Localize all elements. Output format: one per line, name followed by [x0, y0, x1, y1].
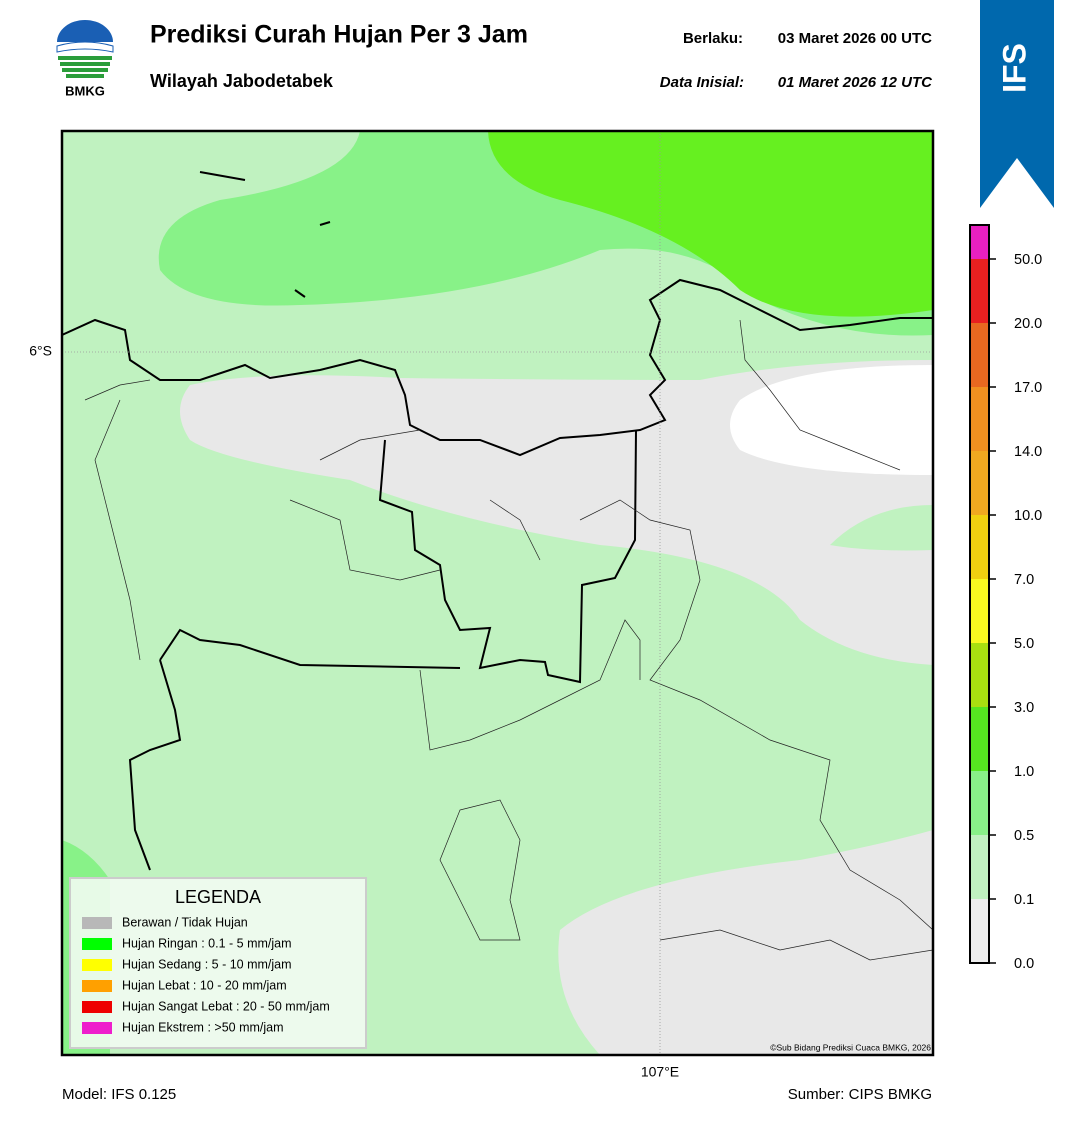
colorbar-label: 1.0 — [1014, 764, 1034, 780]
legend-swatch — [82, 917, 112, 929]
colorbar-label: 7.0 — [1014, 572, 1034, 588]
colorbar-segment — [970, 259, 989, 323]
legend-swatch — [82, 959, 112, 971]
legend-label: Hujan Lebat : 10 - 20 mm/jam — [122, 978, 287, 992]
colorbar-label: 10.0 — [1014, 508, 1042, 524]
footer-model: Model: IFS 0.125 — [62, 1086, 176, 1103]
colorbar-segment — [970, 771, 989, 835]
colorbar-segment — [970, 579, 989, 643]
lon-label: 107°E — [641, 1064, 679, 1080]
colorbar: 0.0 0.1 0.5 1.0 3.0 5.0 7.0 10.0 14.0 17.0 20.0 50.… — [969, 224, 1042, 972]
colorbar-segment — [970, 835, 989, 899]
colorbar-label: 5.0 — [1014, 636, 1034, 652]
subtitle: Wilayah Jabodetabek — [150, 71, 334, 91]
badge-text: IFS — [996, 43, 1032, 93]
legend-title: LEGENDA — [175, 887, 261, 907]
legend-label: Berawan / Tidak Hujan — [122, 915, 248, 929]
colorbar-segment — [970, 323, 989, 387]
legend-box — [69, 877, 367, 1049]
valid-label: Berlaku: — [683, 30, 743, 47]
colorbar-segment — [970, 225, 989, 259]
badge — [980, 0, 1054, 208]
colorbar-label: 0.0 — [1014, 956, 1034, 972]
colorbar-segment — [970, 451, 989, 515]
colorbar-label: 14.0 — [1014, 444, 1042, 460]
title: Prediksi Curah Hujan Per 3 Jam — [150, 21, 528, 49]
colorbar-label: 17.0 — [1014, 380, 1042, 396]
legend-label: Hujan Ringan : 0.1 - 5 mm/jam — [122, 936, 292, 950]
valid-value: 03 Maret 2026 00 UTC — [778, 30, 932, 47]
map-frame — [60, 129, 935, 1057]
init-value: 01 Maret 2026 12 UTC — [778, 74, 933, 91]
colorbar-frame — [969, 224, 990, 964]
colorbar-segment — [970, 899, 989, 963]
legend-swatch — [82, 938, 112, 950]
colorbar-label: 0.5 — [1014, 828, 1034, 844]
logo — [56, 20, 114, 78]
init-label: Data Inisial: — [660, 74, 744, 91]
lat-label: 6°S — [29, 343, 52, 359]
legend-items: Berawan / Tidak Hujan Hujan Ringan : 0.1 … — [82, 915, 330, 1034]
credit: ©Sub Bidang Prediksi Cuaca BMKG, 2026 — [770, 1042, 931, 1052]
colorbar-segment — [970, 515, 989, 579]
colorbar-label: 20.0 — [1014, 316, 1042, 332]
legend-swatch — [82, 1022, 112, 1034]
legend-swatch — [82, 1001, 112, 1013]
colorbar-label: 0.1 — [1014, 892, 1034, 908]
colorbar-segment — [970, 387, 989, 451]
legend-swatch — [82, 980, 112, 992]
legend-label: Hujan Sedang : 5 - 10 mm/jam — [122, 957, 292, 971]
legend-label: Hujan Ekstrem : >50 mm/jam — [122, 1020, 284, 1034]
colorbar-label: 50.0 — [1014, 252, 1042, 268]
logo-text: BMKG — [65, 83, 105, 98]
colorbar-label: 3.0 — [1014, 700, 1034, 716]
colorbar-segment — [970, 707, 989, 771]
footer-source: Sumber: CIPS BMKG — [788, 1086, 932, 1103]
colorbar-segment — [970, 643, 989, 707]
legend-label: Hujan Sangat Lebat : 20 - 50 mm/jam — [122, 999, 330, 1013]
